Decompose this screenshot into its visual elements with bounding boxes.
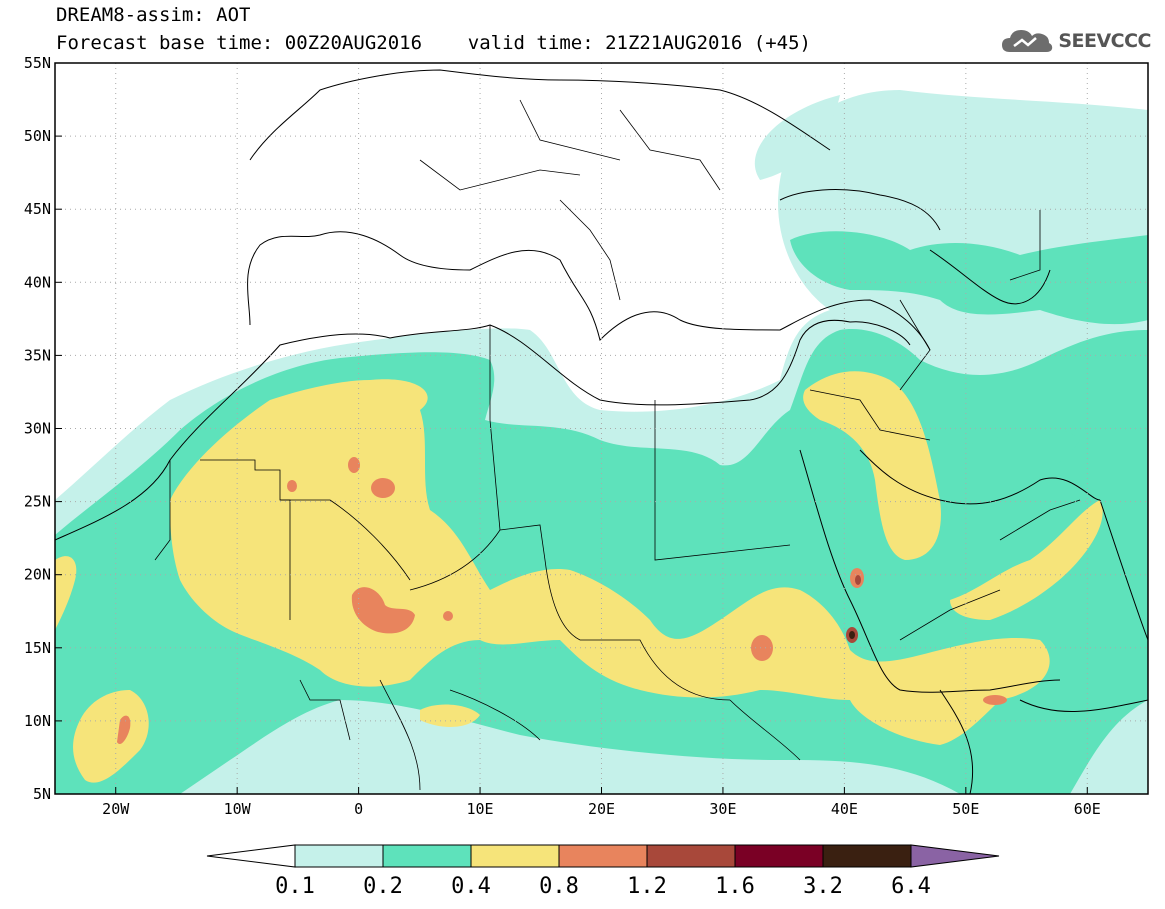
lon-tick-label: 0 <box>354 800 363 818</box>
lat-tick-label: 35N <box>24 346 51 364</box>
colorbar-segment <box>558 844 648 868</box>
logo-text: SEEVCCC <box>1058 30 1151 52</box>
lon-tick-label: 20W <box>102 800 130 818</box>
forecast-time-line: Forecast base time: 00Z20AUG2016 valid t… <box>56 32 811 54</box>
colorbar-tick-label: 1.2 <box>627 874 667 899</box>
lat-tick-label: 20N <box>24 566 51 584</box>
colorbar-tick-label: 6.4 <box>891 874 931 899</box>
aot-level-0.8 <box>117 457 1007 745</box>
lat-tick-label: 25N <box>24 493 51 511</box>
colorbar-extend-low <box>206 844 296 868</box>
lon-tick-label: 40E <box>831 800 858 818</box>
colorbar-tick-label: 1.6 <box>715 874 755 899</box>
longitude-labels: 20W 10W 0 10E 20E 30E 40E 50E 60E <box>102 787 1101 818</box>
colorbar-tick-label: 3.2 <box>803 874 843 899</box>
lat-tick-label: 45N <box>24 200 51 218</box>
aot-fields <box>55 69 1148 794</box>
colorbar-segment <box>294 844 384 868</box>
latitude-labels: 55N 50N 45N 40N 35N 30N 25N 20N 15N 10N 5N <box>24 54 62 803</box>
seevccc-logo: SEEVCCC <box>1000 26 1151 56</box>
lat-tick-label: 50N <box>24 127 51 145</box>
colorbar-tick-label: 0.2 <box>363 874 403 899</box>
lon-tick-label: 20E <box>588 800 615 818</box>
cloud-icon <box>1002 30 1053 52</box>
colorbar: 0.1 0.2 0.4 0.8 1.2 1.6 3.2 6.4 <box>206 844 1000 899</box>
colorbar-tick-label: 0.8 <box>539 874 579 899</box>
colorbar-segment <box>470 844 560 868</box>
lat-tick-label: 15N <box>24 639 51 657</box>
lon-tick-label: 10W <box>224 800 252 818</box>
lat-tick-label: 5N <box>33 785 51 803</box>
colorbar-tick-label: 0.4 <box>451 874 491 899</box>
lat-tick-label: 30N <box>24 420 51 438</box>
map-title: DREAM8-assim: AOT <box>56 4 251 26</box>
colorbar-segment <box>734 844 824 868</box>
lon-tick-label: 10E <box>467 800 494 818</box>
country-borders <box>154 99 1081 791</box>
coastlines <box>55 69 1148 794</box>
colorbar-segment <box>646 844 736 868</box>
lat-tick-label: 40N <box>24 273 51 291</box>
aot-level-3.2 <box>849 631 855 639</box>
lon-tick-label: 60E <box>1074 800 1101 818</box>
colorbar-segment <box>382 844 472 868</box>
lon-tick-label: 50E <box>952 800 979 818</box>
lat-tick-label: 10N <box>24 712 51 730</box>
colorbar-tick-label: 0.1 <box>275 874 315 899</box>
lat-tick-label: 55N <box>24 54 51 72</box>
colorbar-segment <box>822 844 912 868</box>
colorbar-extend-high <box>910 844 1000 868</box>
lon-tick-label: 30E <box>709 800 736 818</box>
